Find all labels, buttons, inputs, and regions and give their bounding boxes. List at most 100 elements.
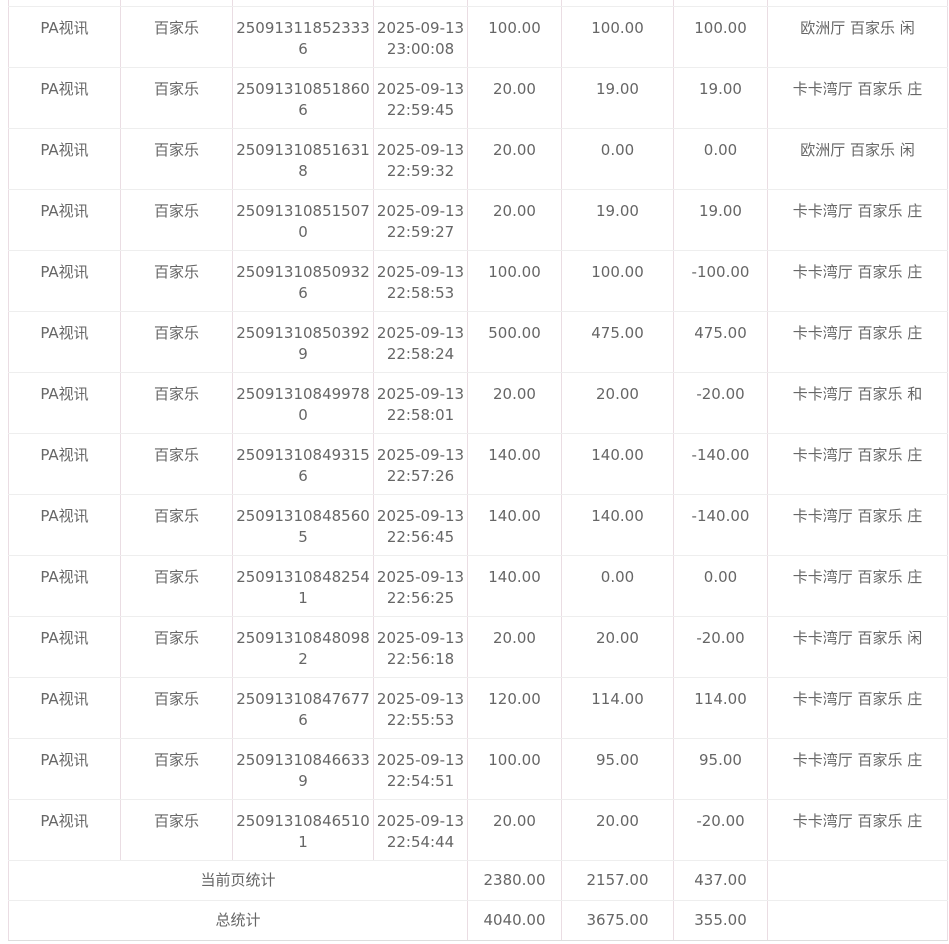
order-id-cell: 250913108493156 xyxy=(232,433,374,495)
win-loss-cell: 100.00 xyxy=(673,6,768,68)
bet-content-cell: 欧洲厅 百家乐 闲 xyxy=(767,128,948,190)
valid-bet-cell: 20.00 xyxy=(561,616,674,678)
win-loss-cell: -140.00 xyxy=(673,433,768,495)
order-id-cell: 250913108476776 xyxy=(232,677,374,739)
table-row: PA视讯 百家乐 250913108482541 2025-09-13 22:56:2… xyxy=(8,555,948,617)
order-id-cell: 250913118523336 xyxy=(232,6,374,68)
valid-bet-cell: 0.00 xyxy=(561,555,674,617)
bet-records-table: PA视讯 百家乐 250913118523336 2025-09-13 23:00:0… xyxy=(8,0,948,941)
platform-cell: PA视讯 xyxy=(8,6,121,68)
order-id-cell: 250913108515070 xyxy=(232,189,374,251)
bet-time-cell: 2025-09-13 22:59:27 xyxy=(373,189,468,251)
summary-empty xyxy=(767,860,948,901)
summary-valid-bet: 2157.00 xyxy=(561,860,674,901)
valid-bet-cell: 114.00 xyxy=(561,677,674,739)
win-loss-cell: -20.00 xyxy=(673,799,768,861)
win-loss-cell: 19.00 xyxy=(673,67,768,129)
game-cell: 百家乐 xyxy=(120,555,233,617)
win-loss-cell: -20.00 xyxy=(673,372,768,434)
summary-bet-amount: 4040.00 xyxy=(467,900,562,941)
game-cell: 百家乐 xyxy=(120,616,233,678)
win-loss-cell: 0.00 xyxy=(673,555,768,617)
game-cell: 百家乐 xyxy=(120,799,233,861)
platform-cell: PA视讯 xyxy=(8,494,121,556)
bet-content-cell: 欧洲厅 百家乐 闲 xyxy=(767,6,948,68)
valid-bet-cell: 140.00 xyxy=(561,433,674,495)
bet-time-cell: 2025-09-13 22:55:53 xyxy=(373,677,468,739)
bet-content-cell: 卡卡湾厅 百家乐 庄 xyxy=(767,738,948,800)
bet-content-cell: 卡卡湾厅 百家乐 庄 xyxy=(767,677,948,739)
bet-content-cell: 卡卡湾厅 百家乐 和 xyxy=(767,372,948,434)
platform-cell: PA视讯 xyxy=(8,433,121,495)
summary-empty xyxy=(767,900,948,941)
bet-amount-cell: 100.00 xyxy=(467,6,562,68)
summary-row: 当前页统计 2380.00 2157.00 437.00 xyxy=(8,860,948,901)
bet-amount-cell: 140.00 xyxy=(467,433,562,495)
game-cell: 百家乐 xyxy=(120,372,233,434)
game-cell: 百家乐 xyxy=(120,6,233,68)
bet-amount-cell: 500.00 xyxy=(467,311,562,373)
order-id-cell: 250913108516318 xyxy=(232,128,374,190)
bet-content-cell: 卡卡湾厅 百家乐 庄 xyxy=(767,433,948,495)
valid-bet-cell: 19.00 xyxy=(561,189,674,251)
bet-amount-cell: 100.00 xyxy=(467,250,562,312)
order-id-cell: 250913108482541 xyxy=(232,555,374,617)
win-loss-cell: -100.00 xyxy=(673,250,768,312)
bet-content-cell: 卡卡湾厅 百家乐 庄 xyxy=(767,67,948,129)
table-row: PA视讯 百家乐 250913108515070 2025-09-13 22:59:2… xyxy=(8,189,948,251)
summary-win-loss: 437.00 xyxy=(673,860,768,901)
valid-bet-cell: 100.00 xyxy=(561,250,674,312)
bet-time-cell: 2025-09-13 22:58:24 xyxy=(373,311,468,373)
table-row: PA视讯 百家乐 250913108518606 2025-09-13 22:59:4… xyxy=(8,67,948,129)
bet-time-cell: 2025-09-13 22:56:25 xyxy=(373,555,468,617)
bet-content-cell: 卡卡湾厅 百家乐 庄 xyxy=(767,799,948,861)
bet-amount-cell: 20.00 xyxy=(467,616,562,678)
summary-win-loss: 355.00 xyxy=(673,900,768,941)
bet-content-cell: 卡卡湾厅 百家乐 闲 xyxy=(767,616,948,678)
bet-amount-cell: 140.00 xyxy=(467,555,562,617)
win-loss-cell: 95.00 xyxy=(673,738,768,800)
order-id-cell: 250913108503929 xyxy=(232,311,374,373)
table-row: PA视讯 百家乐 250913108503929 2025-09-13 22:58:2… xyxy=(8,311,948,373)
win-loss-cell: 475.00 xyxy=(673,311,768,373)
order-id-cell: 250913108499780 xyxy=(232,372,374,434)
table-row: PA视讯 百家乐 250913108509326 2025-09-13 22:58:5… xyxy=(8,250,948,312)
game-cell: 百家乐 xyxy=(120,128,233,190)
game-cell: 百家乐 xyxy=(120,738,233,800)
platform-cell: PA视讯 xyxy=(8,677,121,739)
game-cell: 百家乐 xyxy=(120,677,233,739)
game-cell: 百家乐 xyxy=(120,433,233,495)
bet-amount-cell: 20.00 xyxy=(467,372,562,434)
bet-time-cell: 2025-09-13 22:59:45 xyxy=(373,67,468,129)
platform-cell: PA视讯 xyxy=(8,616,121,678)
game-cell: 百家乐 xyxy=(120,494,233,556)
bet-time-cell: 2025-09-13 22:58:01 xyxy=(373,372,468,434)
bet-time-cell: 2025-09-13 22:56:45 xyxy=(373,494,468,556)
table-row: PA视讯 百家乐 250913118523336 2025-09-13 23:00:0… xyxy=(8,6,948,68)
table-row: PA视讯 百家乐 250913108465101 2025-09-13 22:54:4… xyxy=(8,799,948,861)
table-row: PA视讯 百家乐 250913108485605 2025-09-13 22:56:4… xyxy=(8,494,948,556)
bet-amount-cell: 20.00 xyxy=(467,799,562,861)
order-id-cell: 250913108518606 xyxy=(232,67,374,129)
valid-bet-cell: 20.00 xyxy=(561,372,674,434)
bet-content-cell: 卡卡湾厅 百家乐 庄 xyxy=(767,555,948,617)
win-loss-cell: 114.00 xyxy=(673,677,768,739)
table-row: PA视讯 百家乐 250913108476776 2025-09-13 22:55:5… xyxy=(8,677,948,739)
platform-cell: PA视讯 xyxy=(8,555,121,617)
valid-bet-cell: 20.00 xyxy=(561,799,674,861)
table-row: PA视讯 百家乐 250913108499780 2025-09-13 22:58:0… xyxy=(8,372,948,434)
valid-bet-cell: 140.00 xyxy=(561,494,674,556)
platform-cell: PA视讯 xyxy=(8,372,121,434)
summary-label: 总统计 xyxy=(8,900,468,941)
platform-cell: PA视讯 xyxy=(8,189,121,251)
summary-row: 总统计 4040.00 3675.00 355.00 xyxy=(8,900,948,941)
win-loss-cell: 0.00 xyxy=(673,128,768,190)
table-row: PA视讯 百家乐 250913108516318 2025-09-13 22:59:3… xyxy=(8,128,948,190)
game-cell: 百家乐 xyxy=(120,250,233,312)
table-row: PA视讯 百家乐 250913108493156 2025-09-13 22:57:2… xyxy=(8,433,948,495)
platform-cell: PA视讯 xyxy=(8,311,121,373)
game-cell: 百家乐 xyxy=(120,189,233,251)
win-loss-cell: 19.00 xyxy=(673,189,768,251)
bet-amount-cell: 20.00 xyxy=(467,189,562,251)
game-cell: 百家乐 xyxy=(120,67,233,129)
